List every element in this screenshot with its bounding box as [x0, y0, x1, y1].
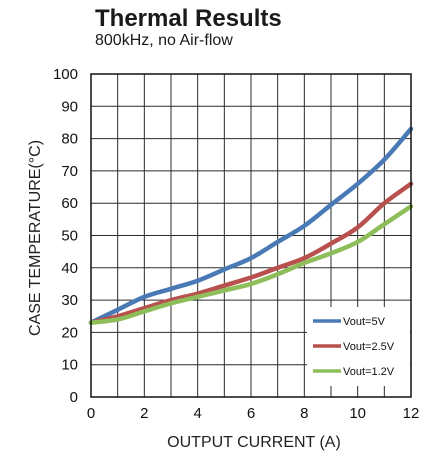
x-tick-label: 10: [349, 405, 366, 422]
y-tick-label: 90: [61, 98, 78, 115]
y-tick-label: 30: [61, 292, 78, 309]
x-axis-label: OUTPUT CURRENT (A): [167, 434, 341, 451]
series-line-1: [88, 126, 414, 325]
y-tick-label: 10: [61, 357, 78, 374]
y-axis-label: CASE TEMPERATURE(°C): [27, 140, 44, 336]
legend-label: Vout=2.5V: [343, 341, 395, 353]
y-tick-label: 80: [61, 131, 78, 148]
x-tick-label: 6: [247, 405, 255, 422]
y-tick-label: 70: [61, 163, 78, 180]
x-tick-label: 0: [87, 405, 95, 422]
y-tick-label: 100: [53, 66, 78, 83]
chart-title: Thermal Results: [95, 5, 282, 32]
y-tick-label: 20: [61, 324, 78, 341]
x-tick-label: 12: [403, 405, 420, 422]
legend-label: Vout=1.2V: [343, 366, 395, 378]
series-line-2: [88, 181, 414, 325]
plot-frame: [90, 73, 412, 398]
legend: Vout=5V Vout=2.5V Vout=1.2V: [307, 307, 410, 386]
x-tick-label: 2: [140, 405, 148, 422]
series-line-3: [88, 204, 414, 325]
x-tick-label: 4: [193, 405, 201, 422]
y-tick-label: 40: [61, 260, 78, 277]
chart-subtitle: 800kHz, no Air-flow: [95, 32, 233, 49]
y-tick-label: 50: [61, 228, 78, 245]
legend-label: Vout=5V: [343, 316, 386, 328]
y-tick-label: 60: [61, 195, 78, 212]
tick-labels: 0 10 20 30 40 50 60 70 80 90 100 0 2 4 6 8 10 12: [53, 66, 419, 422]
x-tick-label: 8: [300, 405, 308, 422]
series-layer: [88, 126, 414, 325]
y-tick-label: 0: [70, 389, 78, 406]
